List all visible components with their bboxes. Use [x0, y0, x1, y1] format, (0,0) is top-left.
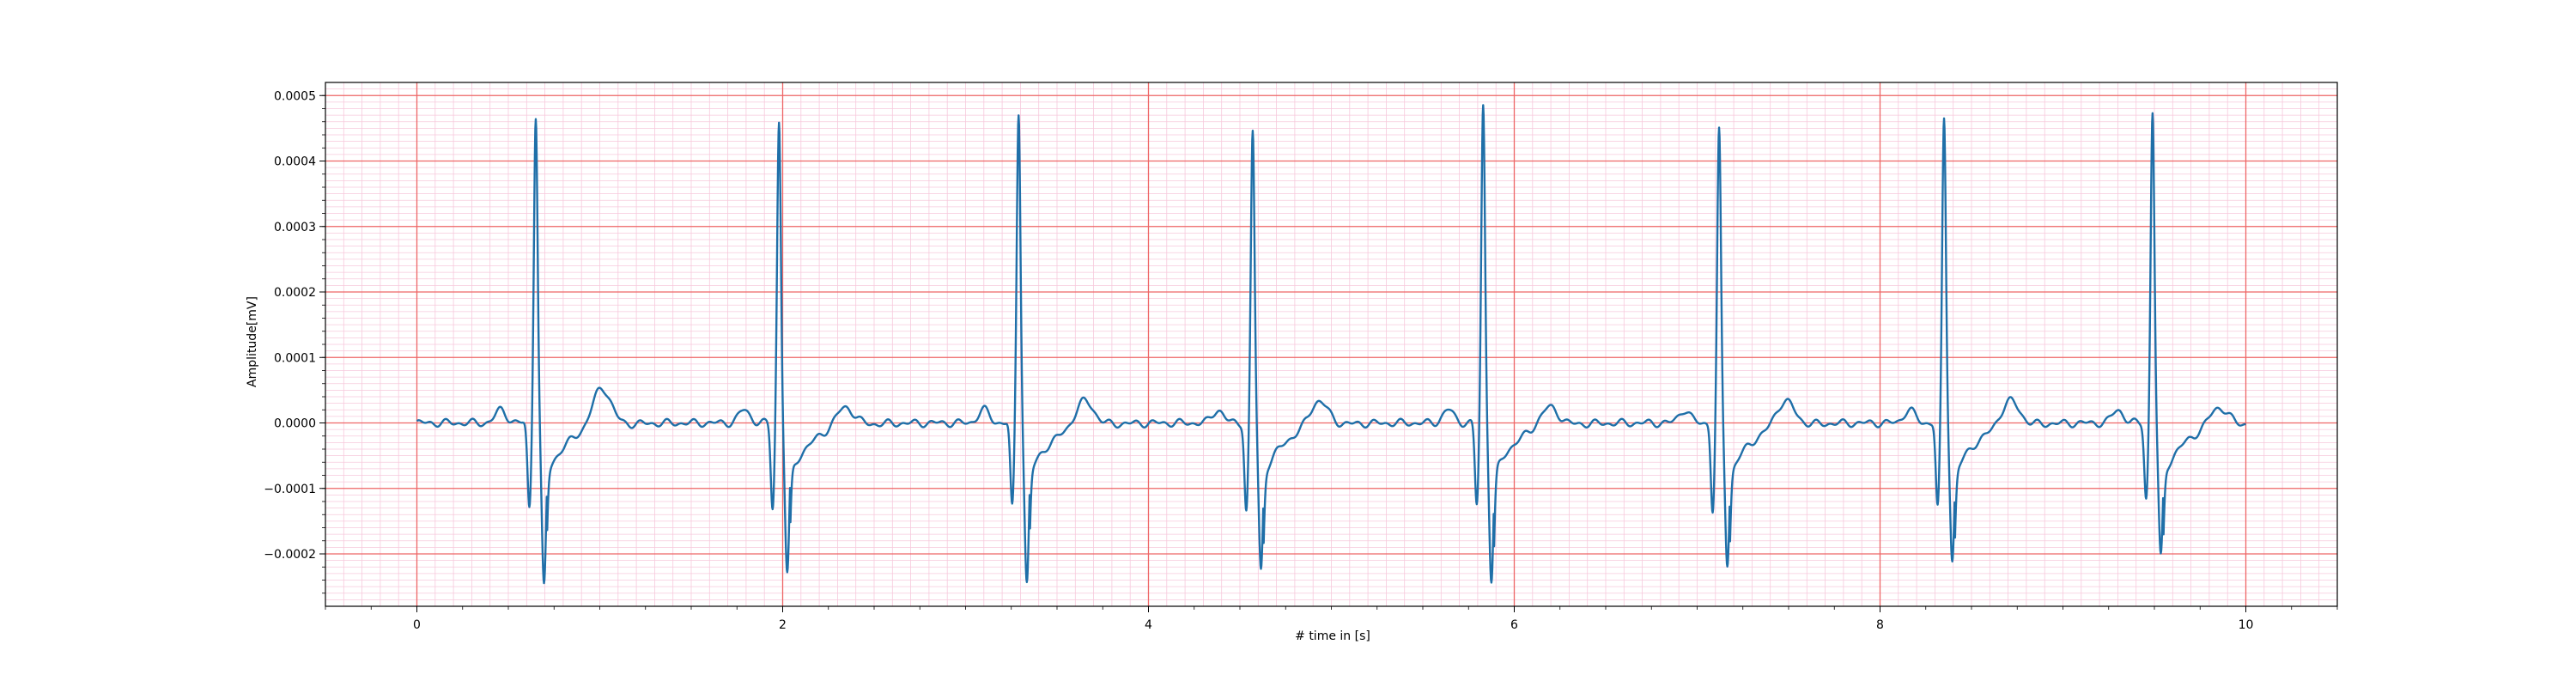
x-tick-label: 0: [413, 618, 421, 632]
y-axis: −0.0002 −0.0001 0.0000 0.0001 0.0002 0.0003 0.…: [264, 89, 325, 594]
x-tick-label: 4: [1145, 618, 1152, 632]
y-tick-label: 0.0001: [274, 351, 316, 365]
y-tick-label: −0.0001: [264, 483, 316, 496]
ecg-trace-line: [416, 104, 2247, 585]
x-axis: 0 2 4 6 8 10: [325, 606, 2338, 632]
x-tick-label: 6: [1510, 618, 1518, 632]
x-tick-label: 8: [1876, 618, 1884, 632]
y-tick-label: 0.0000: [274, 417, 316, 431]
y-axis-label: Amplitude[mV]: [246, 296, 259, 387]
x-axis-label: # time in [s]: [1295, 629, 1370, 643]
y-tick-label: 0.0005: [274, 89, 316, 103]
major-grid: [325, 82, 2337, 606]
y-tick-label: 0.0002: [274, 286, 316, 300]
y-tick-label: −0.0002: [264, 548, 316, 562]
y-tick-label: 0.0004: [274, 155, 316, 169]
x-tick-label: 2: [779, 618, 787, 632]
y-tick-label: 0.0003: [274, 221, 316, 234]
x-tick-label: 10: [2239, 618, 2254, 632]
